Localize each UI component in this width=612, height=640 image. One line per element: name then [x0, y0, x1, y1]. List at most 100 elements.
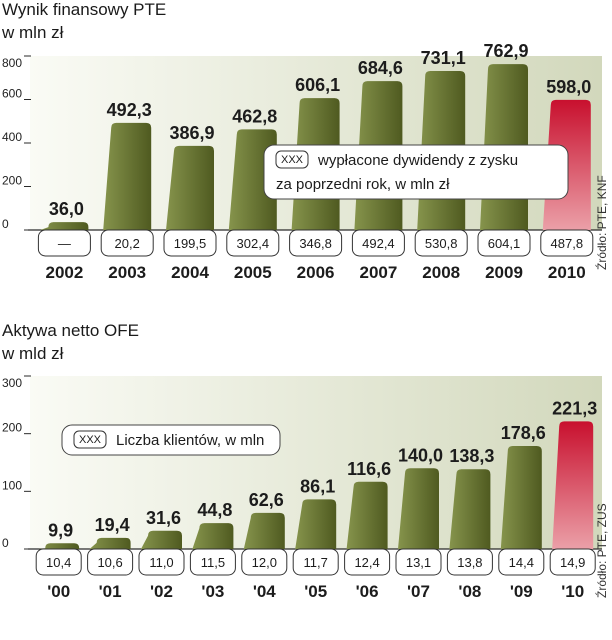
- chart2-value-label: 178,6: [501, 423, 546, 443]
- chart1-secondary-label: 487,8: [551, 236, 584, 251]
- chart2-bar-'03: [192, 523, 234, 549]
- chart2-ytick-label: 300: [2, 376, 22, 390]
- chart2-secondary-label: 14,4: [509, 555, 534, 570]
- chart1-secondary-box: [163, 229, 217, 257]
- chart1-secondary-box: [37, 229, 91, 257]
- chart2-bar-'07: [398, 468, 439, 549]
- chart2-secondary-label: 13,8: [457, 555, 482, 570]
- chart1-secondary-box: [540, 229, 594, 257]
- chart2-value-label: 86,1: [300, 476, 335, 496]
- chart1-category-label: 2005: [234, 263, 272, 282]
- chart1-legend-key-box: [275, 150, 309, 169]
- chart2-value-label: 9,9: [48, 520, 73, 540]
- chart2-category-label: '04: [253, 582, 276, 601]
- chart2-secondary-label: 14,9: [560, 555, 585, 570]
- chart1-secondary-box: [100, 229, 154, 257]
- chart2-category-label: '01: [99, 582, 122, 601]
- chart2-secondary-box: [549, 548, 596, 576]
- chart1-category-label: 2010: [548, 263, 586, 282]
- chart2-subtitle: w mld zł: [1, 344, 64, 363]
- chart1-value-label: 598,0: [546, 77, 591, 97]
- chart1-legend-line1: wypłacone dywidendy z zysku: [317, 152, 518, 169]
- chart2-category-label: '06: [356, 582, 379, 601]
- chart2-secondary-box: [446, 548, 493, 576]
- chart2-value-label: 19,4: [95, 515, 130, 535]
- chart2-value-label: 31,6: [146, 508, 181, 528]
- chart1-secondary-label: —: [58, 236, 71, 251]
- chart2-bar-'04: [243, 512, 285, 549]
- chart-pte: Wynik finansowy PTE w mln zł 0 200 400 600 8…: [1, 0, 609, 282]
- chart2-category-label: '10: [561, 582, 584, 601]
- chart2-value-label: 221,3: [552, 398, 597, 418]
- chart1-source: Źródło: PTE, KNF: [594, 175, 609, 270]
- chart1-bar-2004: [166, 145, 214, 230]
- chart2-bar-'06: [346, 481, 388, 549]
- chart2-title: Aktywa netto OFE: [2, 321, 139, 340]
- chart1-secondary-box: [226, 229, 280, 257]
- chart2-bar-'02: [141, 530, 182, 549]
- chart-ofe: Aktywa netto OFE w mld zł 0 100 200 300 9,9…: [1, 321, 609, 601]
- chart1-secondary-box: [289, 229, 343, 257]
- chart2-bar-'09: [500, 446, 542, 549]
- chart2-value-label: 116,6: [347, 459, 391, 479]
- chart1-value-label: 36,0: [49, 199, 84, 219]
- chart2-secondary-box: [395, 548, 442, 576]
- chart1-bar-2002: [40, 222, 89, 230]
- chart1-subtitle: w mln zł: [1, 23, 64, 42]
- chart2-secondary-label: 11,5: [201, 555, 225, 570]
- chart1-legend-box: [263, 144, 569, 200]
- chart1-category-label: 2008: [422, 263, 460, 282]
- chart2-secondary-box: [292, 548, 339, 576]
- chart2-legend-key: XXX: [79, 434, 102, 446]
- chart1-category-label: 2009: [485, 263, 523, 282]
- chart2-bar-'00: [38, 543, 80, 549]
- chart1-secondary-label: 604,1: [488, 236, 521, 251]
- chart2-category-label: '05: [304, 582, 327, 601]
- chart1-secondary-label: 492,4: [362, 236, 395, 251]
- chart2-category-label: '07: [407, 582, 430, 601]
- chart2-bar-'10: [552, 421, 594, 549]
- chart1-secondary-label: 302,4: [237, 236, 270, 251]
- chart2-secondary-box: [35, 548, 82, 576]
- chart2-ytick-label: 100: [2, 478, 22, 492]
- chart2-category-label: '09: [510, 582, 533, 601]
- chart1-value-label: 762,9: [483, 41, 528, 61]
- chart2-bar-'05: [295, 499, 337, 549]
- chart1-ytick-label: 200: [2, 174, 22, 188]
- chart2-value-label: 44,8: [197, 500, 232, 520]
- chart2-category-label: '02: [150, 582, 173, 601]
- chart1-legend: XXX wypłacone dywidendy z zysku za poprz…: [263, 144, 569, 200]
- chart2-legend-box: [61, 424, 281, 456]
- chart2-secondary-box: [138, 548, 185, 576]
- chart1-secondary-box: [414, 229, 468, 257]
- chart2-secondary-label: 10,4: [46, 555, 71, 570]
- chart1-secondary-label: 199,5: [174, 236, 207, 251]
- chart1-value-label: 731,1: [421, 48, 466, 68]
- chart2-secondary-label: 11,0: [149, 555, 173, 570]
- chart2-value-label: 138,3: [449, 446, 494, 466]
- chart2-ytick-label: 200: [2, 421, 22, 435]
- chart2-category-label: '00: [47, 582, 70, 601]
- chart2-legend-key-box: [73, 430, 107, 449]
- chart1-secondary-label: 346,8: [299, 236, 332, 251]
- chart1-secondary-label: 20,2: [115, 236, 140, 251]
- chart2-category-label: '03: [201, 582, 224, 601]
- chart2-secondary-box: [241, 548, 288, 576]
- chart1-ytick-label: 0: [2, 217, 9, 231]
- chart2-secondary-box: [189, 548, 236, 576]
- chart1-value-label: 386,9: [169, 123, 214, 143]
- chart1-category-label: 2003: [108, 263, 146, 282]
- chart1-legend-line2: za poprzedni rok, w mln zł: [276, 176, 450, 193]
- chart2-ytick-label: 0: [2, 536, 9, 550]
- chart1-ytick-label: 600: [2, 87, 22, 101]
- chart2-secondary-label: 11,7: [304, 555, 328, 570]
- chart1-value-label: 492,3: [107, 100, 152, 120]
- chart2-bar-'08: [449, 469, 491, 549]
- chart1-value-label: 606,1: [295, 75, 340, 95]
- chart2-secondary-box: [344, 548, 391, 576]
- chart2-secondary-label: 12,0: [252, 555, 277, 570]
- chart1-legend-key: XXX: [281, 154, 304, 166]
- chart1-ytick-label: 400: [2, 130, 22, 144]
- chart1-title: Wynik finansowy PTE: [2, 0, 166, 19]
